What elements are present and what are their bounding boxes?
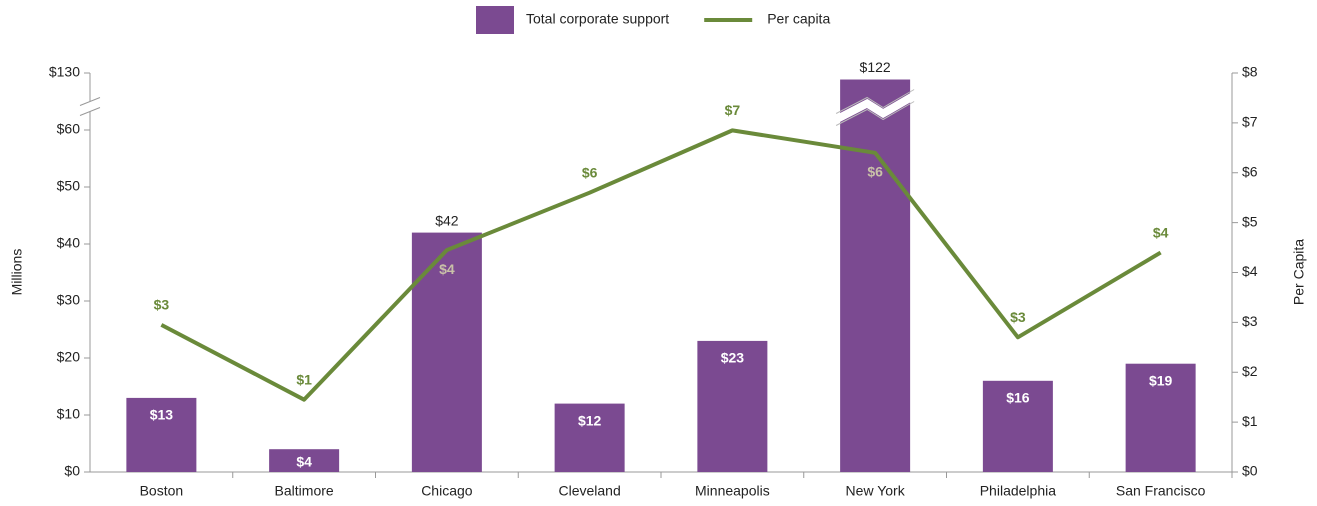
line-value-label: $6 <box>582 164 598 180</box>
bar-value-label: $13 <box>150 407 174 423</box>
bar <box>126 397 197 472</box>
bar-break <box>834 92 917 124</box>
x-tick-label: Boston <box>140 483 184 499</box>
y2-tick-label: $5 <box>1242 213 1258 229</box>
y2-tick-label: $6 <box>1242 163 1258 179</box>
bar <box>554 403 625 472</box>
line-value-label: $4 <box>439 261 455 277</box>
y-tick-label: $0 <box>64 463 80 479</box>
y2-axis-label: Per Capita <box>1291 239 1307 305</box>
bar-value-label: $19 <box>1149 372 1173 388</box>
y2-tick-label: $4 <box>1242 263 1258 279</box>
y2-tick-label: $7 <box>1242 114 1258 130</box>
y-tick-label: $30 <box>57 292 81 308</box>
y-tick-label: $10 <box>57 406 81 422</box>
bar-value-label: $42 <box>435 212 459 228</box>
y-tick-label: $50 <box>57 178 81 194</box>
bar <box>1125 363 1196 472</box>
y2-tick-label: $3 <box>1242 313 1258 329</box>
line-value-label: $4 <box>1153 224 1169 240</box>
y-tick-label: $60 <box>57 121 81 137</box>
y2-tick-label: $1 <box>1242 413 1258 429</box>
y2-tick-label: $8 <box>1242 64 1258 80</box>
line-value-label: $7 <box>725 102 741 118</box>
bar-value-label: $12 <box>578 412 602 428</box>
legend-label: Per capita <box>767 11 830 27</box>
line-value-label: $3 <box>154 297 170 313</box>
bar-value-label: $4 <box>296 453 312 469</box>
line-value-label: $6 <box>867 164 883 180</box>
legend-swatch <box>476 6 514 34</box>
y-tick-label: $20 <box>57 349 81 365</box>
bar <box>269 449 340 472</box>
axis-break <box>79 97 101 116</box>
line-value-label: $3 <box>1010 309 1026 325</box>
x-tick-label: Baltimore <box>275 483 334 499</box>
x-tick-label: Chicago <box>421 483 473 499</box>
y-tick-label: $40 <box>57 235 81 251</box>
line <box>160 128 1162 402</box>
y2-tick-label: $0 <box>1242 463 1258 479</box>
axis-break-gap <box>80 101 100 112</box>
bar-value-label: $23 <box>721 350 745 366</box>
y-axis-label: Millions <box>9 249 25 296</box>
line-value-label: $1 <box>296 371 312 387</box>
bar-value-label: $16 <box>1006 390 1030 406</box>
bar-value-label: $122 <box>860 59 891 75</box>
legend-label: Total corporate support <box>526 11 669 27</box>
y-tick-label: $130 <box>49 64 80 80</box>
bar <box>840 79 911 472</box>
bar <box>697 340 768 472</box>
x-tick-label: Minneapolis <box>695 483 770 499</box>
x-tick-label: Cleveland <box>558 483 620 499</box>
x-tick-label: Philadelphia <box>980 483 1056 499</box>
bar <box>982 380 1053 472</box>
x-tick-label: New York <box>846 483 906 499</box>
y2-tick-label: $2 <box>1242 363 1258 379</box>
bar-break-edge <box>835 89 915 126</box>
x-tick-label: San Francisco <box>1116 483 1206 499</box>
